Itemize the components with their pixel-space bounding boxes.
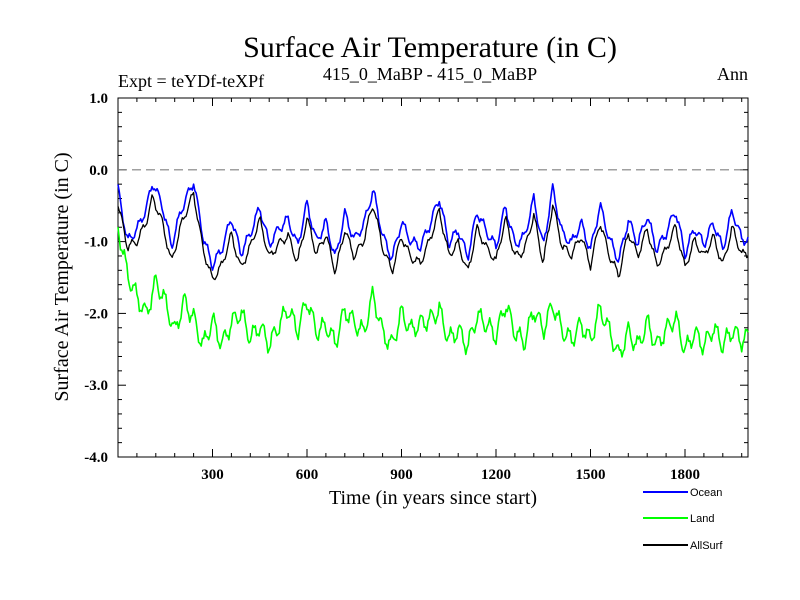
y-tick-label: -3.0 [84, 378, 108, 394]
subtitle-left: Expt = teYDf-teXPf [118, 71, 264, 91]
y-axis-label: Surface Air Temperature (in C) [51, 152, 73, 401]
y-tick-label: 1.0 [89, 91, 108, 107]
subtitle-center: 415_0_MaBP - 415_0_MaBP [323, 64, 537, 84]
chart-title: Surface Air Temperature (in C) [243, 31, 617, 64]
series-group [117, 183, 749, 358]
series-line-allsurf [117, 191, 749, 281]
y-tick-label: -4.0 [84, 450, 108, 466]
series-line-ocean [117, 183, 749, 271]
plot-frame [117, 97, 749, 458]
x-tick-label: 900 [390, 467, 413, 483]
x-tick-label: 600 [296, 467, 319, 483]
y-tick-label: 0.0 [89, 163, 108, 179]
legend-label-ocean: Ocean [690, 487, 722, 499]
legend-label-allsurf: AllSurf [690, 540, 723, 552]
x-axis: 300 600 900 1200 1500 1800 [136, 98, 743, 483]
subtitle-right: Ann [717, 64, 748, 84]
legend-label-land: Land [690, 513, 714, 525]
x-tick-label: 1200 [481, 467, 511, 483]
y-tick-label: -2.0 [84, 306, 108, 322]
x-tick-label: 1500 [576, 467, 606, 483]
legend: Ocean Land AllSurf [643, 487, 723, 552]
x-tick-label: 300 [201, 467, 224, 483]
series-line-land [117, 227, 749, 358]
x-axis-label: Time (in years since start) [329, 487, 537, 509]
x-tick-label: 1800 [670, 467, 700, 483]
y-axis: 1.0 0.0 -1.0 -2.0 -3.0 -4.0 [84, 91, 748, 466]
y-tick-label: -1.0 [84, 235, 108, 251]
